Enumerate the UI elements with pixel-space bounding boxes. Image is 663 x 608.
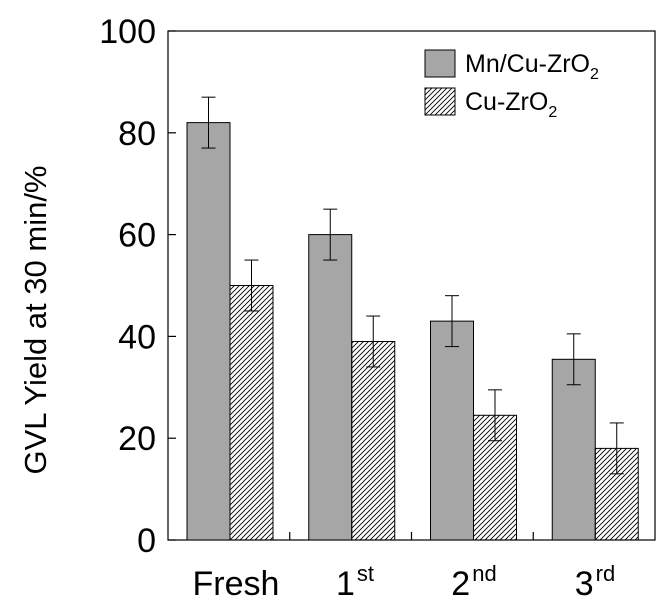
- bar-mn-cu-zro2: [309, 235, 352, 540]
- y-tick-label: 60: [118, 217, 156, 255]
- bars: [187, 123, 638, 540]
- legend: Mn/Cu-ZrO2 Cu-ZrO2: [425, 50, 599, 121]
- bar-mn-cu-zro2: [431, 321, 474, 540]
- y-tick-label: 40: [118, 318, 156, 356]
- y-axis-ticks: 0 20 40 60 80 100: [99, 13, 176, 560]
- x-axis-labels: Fresh 1st 2nd 3rd: [193, 561, 616, 603]
- y-tick-label: 0: [137, 522, 156, 560]
- x-category-label: 3rd: [575, 561, 615, 603]
- legend-swatch: [425, 88, 455, 115]
- legend-label: Cu-ZrO2: [465, 88, 557, 121]
- bar-mn-cu-zro2: [187, 123, 230, 540]
- legend-swatch: [425, 50, 455, 77]
- legend-item: Cu-ZrO2: [425, 88, 557, 121]
- x-category-label: Fresh: [193, 565, 280, 603]
- x-category-label: 1st: [336, 561, 374, 603]
- y-tick-label: 80: [118, 115, 156, 153]
- y-tick-label: 20: [118, 420, 156, 458]
- legend-label: Mn/Cu-ZrO2: [465, 50, 599, 83]
- y-tick-label: 100: [99, 13, 156, 51]
- x-category-label: 2nd: [451, 561, 496, 603]
- bar-mn-cu-zro2: [552, 359, 595, 540]
- bar-cu-zro2: [352, 341, 395, 540]
- legend-item: Mn/Cu-ZrO2: [425, 50, 599, 83]
- bar-cu-zro2: [230, 286, 273, 541]
- y-axis-label: GVL Yield at 30 min/%: [18, 165, 53, 474]
